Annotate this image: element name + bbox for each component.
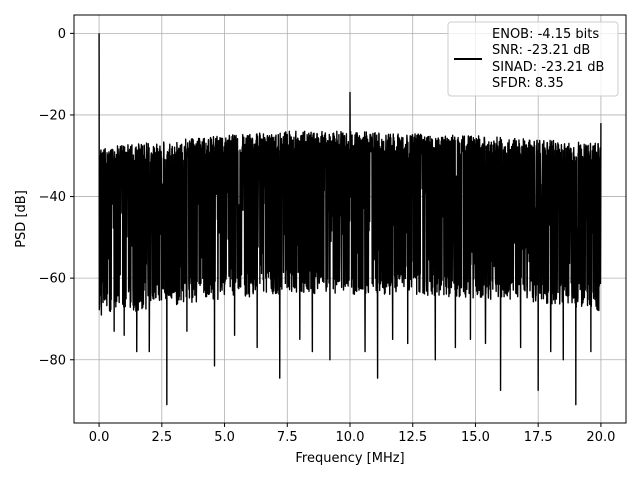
y-tick-label: −60 — [39, 272, 66, 287]
x-tick-label: 5.0 — [214, 430, 235, 445]
legend-box — [447, 21, 619, 97]
legend-enob: ENOB: -4.15 bits — [492, 27, 599, 42]
y-tick-label: −20 — [39, 108, 66, 123]
legend-sinad: SINAD: -23.21 dB — [492, 60, 604, 75]
x-tick-label: 10.0 — [336, 430, 365, 445]
psd-trace — [98, 33, 602, 406]
x-tick-label: 20.0 — [586, 430, 615, 445]
x-tick-label: 0.0 — [89, 430, 110, 445]
legend-sfdr: SFDR: 8.35 — [492, 76, 564, 91]
legend: ENOB: -4.15 bits SNR: -23.21 dB SINAD: -… — [447, 21, 619, 97]
x-tick-label: 17.5 — [524, 430, 553, 445]
psd-series-line — [98, 33, 602, 406]
y-tick-label: −40 — [39, 190, 66, 205]
y-axis-label: PSD [dB] — [14, 190, 29, 248]
y-axis-ticks: 0 −20 −40 −60 −80 — [39, 27, 74, 368]
x-tick-label: 2.5 — [151, 430, 172, 445]
x-axis-ticks: 0.0 2.5 5.0 7.5 10.0 12.5 15.0 17.5 20.0 — [89, 423, 615, 445]
x-tick-label: 15.0 — [461, 430, 490, 445]
legend-snr: SNR: -23.21 dB — [492, 43, 590, 58]
x-axis-label: Frequency [MHz] — [295, 451, 404, 466]
x-tick-label: 12.5 — [398, 430, 427, 445]
x-tick-label: 7.5 — [277, 430, 298, 445]
y-tick-label: −80 — [39, 353, 66, 368]
y-tick-label: 0 — [58, 27, 66, 42]
